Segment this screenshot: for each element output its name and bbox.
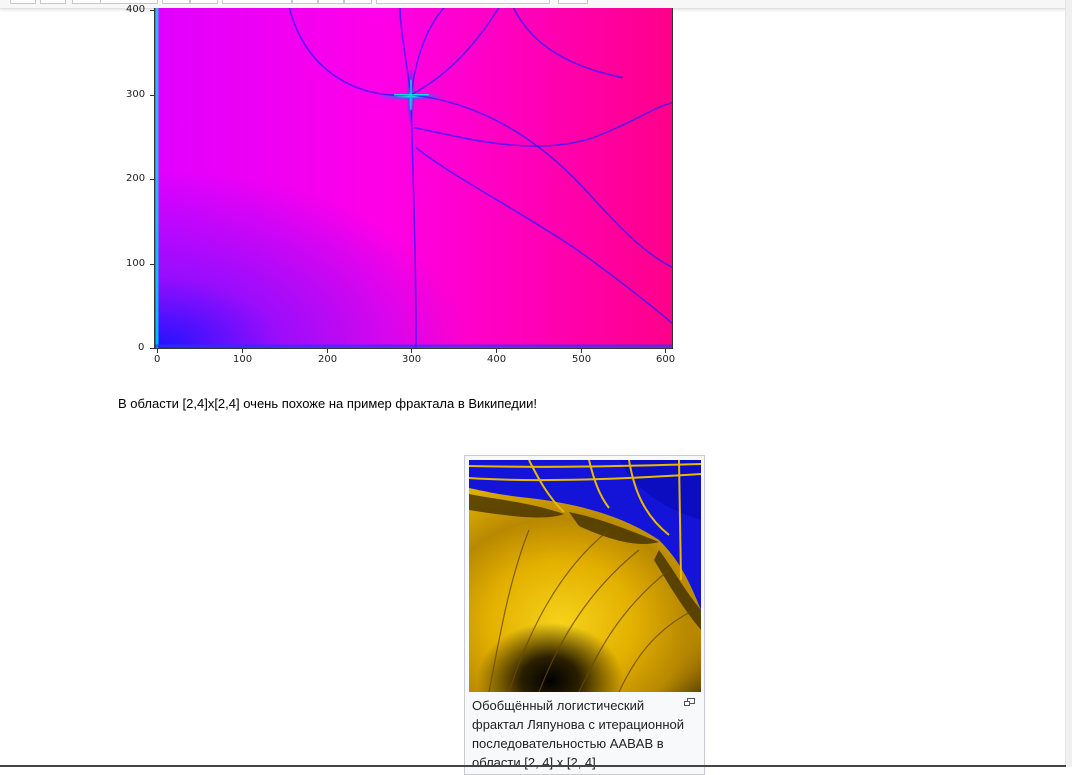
y-tick-label: 0 xyxy=(138,342,145,353)
x-tick-label: 600 xyxy=(656,354,676,365)
x-tick-label: 0 xyxy=(154,354,161,365)
x-tick-label: 400 xyxy=(487,354,507,365)
cell-type-select[interactable] xyxy=(376,0,550,4)
toolbar-button[interactable] xyxy=(222,0,292,4)
x-tick-label: 200 xyxy=(318,354,338,365)
x-tick-label: 300 xyxy=(402,354,422,365)
toolbar-button[interactable] xyxy=(10,0,36,4)
y-tick-label: 300 xyxy=(126,89,146,100)
magnify-icon[interactable] xyxy=(684,698,695,706)
wiki-thumbnail: Обобщённый логистический фрактал Ляпунов… xyxy=(464,455,705,775)
thumbnail-caption: Обобщённый логистический фрактал Ляпунов… xyxy=(472,698,685,770)
markdown-text: В области [2,4]x[2,4] очень похоже на пр… xyxy=(118,396,537,411)
heatmap-curves xyxy=(155,8,672,348)
y-tick-label: 100 xyxy=(126,258,146,269)
plot-axes xyxy=(154,8,673,349)
fractal-pattern xyxy=(469,460,701,692)
toolbar-button[interactable] xyxy=(558,0,588,4)
lyapunov-fractal-image[interactable] xyxy=(469,460,701,692)
plot-output: 0 100 200 300 400 0 100 200 300 400 500 … xyxy=(0,0,700,380)
y-tick-label: 200 xyxy=(126,173,146,184)
y-tick-label: 400 xyxy=(126,4,146,15)
toolbar-button[interactable] xyxy=(344,0,372,4)
page-scrollbar[interactable] xyxy=(1065,0,1072,767)
toolbar-button[interactable] xyxy=(190,0,218,4)
toolbar-button[interactable] xyxy=(162,0,190,4)
toolbar-button[interactable] xyxy=(40,0,66,4)
x-tick-label: 500 xyxy=(572,354,592,365)
page-bottom-border xyxy=(0,765,1066,767)
x-tick-label: 100 xyxy=(233,354,253,365)
toolbar-button[interactable] xyxy=(292,0,318,4)
toolbar-button[interactable] xyxy=(100,0,158,4)
toolbar-button[interactable] xyxy=(318,0,344,4)
